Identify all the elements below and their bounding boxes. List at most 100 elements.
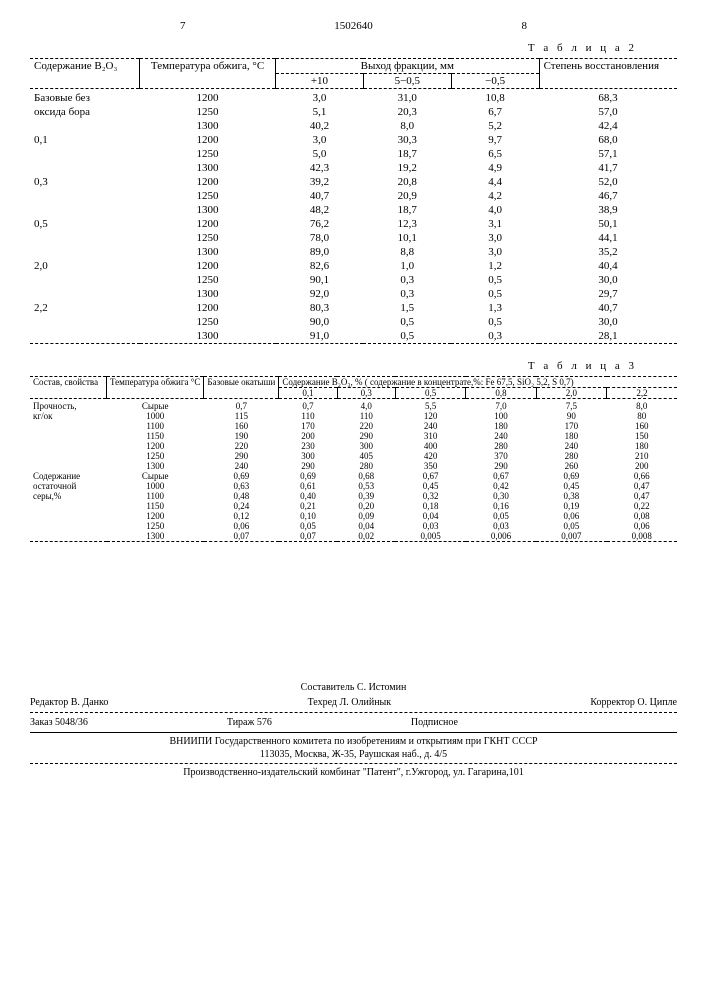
cell: 1200 [140,301,276,315]
t2-h4: Степень восстановления [539,59,677,89]
cell [30,461,107,471]
cell [30,329,140,344]
cell: 3,1 [451,217,539,231]
cell: 0,67 [466,471,536,481]
cell: 3,0 [451,245,539,259]
cell [30,431,107,441]
table2-title: Т а б л и ц а 2 [30,42,637,54]
page-left: 7 [180,20,186,32]
table-row: 125090,00,50,530,0 [30,315,677,329]
cell: 1250 [140,231,276,245]
cell: 190 [204,431,279,441]
table-row: 12000,120,100,090,040,050,060,08 [30,511,677,521]
cell: 240 [395,421,465,431]
cell: 280 [337,461,395,471]
cell: 41,7 [539,161,677,175]
cell: 0,45 [536,481,606,491]
cell: 370 [466,451,536,461]
cell: 1300 [140,329,276,344]
table-row: Прочность,Сырые0,70,74,05,57,07,58,0 [30,401,677,411]
t2-h1: Содержание В₂O₃ [30,59,140,89]
cell [30,501,107,511]
cell: 0,40 [279,491,337,501]
t2-h3b: 5−0,5 [363,74,451,89]
cell: 1,5 [363,301,451,315]
cell: 7,5 [536,401,606,411]
cell [30,315,140,329]
table-row: 0,112003,030,39,768,0 [30,133,677,147]
table3-title: Т а б л и ц а 3 [30,360,637,372]
cell: 18,7 [363,203,451,217]
cell: 30,0 [539,273,677,287]
cell: 9,7 [451,133,539,147]
cell: 10,8 [451,91,539,105]
cell: 78,0 [276,231,364,245]
t3-s5: 2,2 [607,388,677,399]
table-row: 2,0120082,61,01,240,4 [30,259,677,273]
cell: 8,0 [607,401,677,411]
cell: 0,30 [466,491,536,501]
cell: 0,5 [451,315,539,329]
cell: 19,2 [363,161,451,175]
cell: 0,32 [395,491,465,501]
org2: 113035, Москва, Ж-35, Раушская наб., д. … [30,749,677,760]
cell: 90 [536,411,606,421]
cell: 0,22 [607,501,677,511]
table-row: 12505,018,76,557,1 [30,147,677,161]
cell: 290 [466,461,536,471]
cell: 0,7 [204,401,279,411]
cell [30,273,140,287]
cell: 0,66 [607,471,677,481]
cell: 1300 [107,461,204,471]
cell: 4,4 [451,175,539,189]
cell: 44,1 [539,231,677,245]
cell: 0,68 [337,471,395,481]
cell: 240 [466,431,536,441]
cell [30,231,140,245]
table-row: 1100160170220240180170160 [30,421,677,431]
cell: 0,39 [337,491,395,501]
cell: 1200 [140,259,276,273]
t3-s1: 0,3 [337,388,395,399]
cell [30,421,107,431]
cell: 1300 [140,203,276,217]
cell: 0,18 [395,501,465,511]
cell [30,287,140,301]
cell: 1300 [107,531,204,542]
cell: 0,61 [279,481,337,491]
cell: 220 [337,421,395,431]
cell: 5,5 [395,401,465,411]
cell: 12,3 [363,217,451,231]
cell: 0,38 [536,491,606,501]
cell: 1000 [107,411,204,421]
cell: 0,02 [337,531,395,542]
cell: 18,7 [363,147,451,161]
cell: 120 [395,411,465,421]
cell: 160 [607,421,677,431]
t3-s4: 2,0 [536,388,606,399]
cell: 0,3 [363,287,451,301]
cell [30,451,107,461]
cell: 0,06 [204,521,279,531]
cell: 0,48 [204,491,279,501]
cell: 0,03 [395,521,465,531]
cell: 42,4 [539,119,677,133]
cell: 20,3 [363,105,451,119]
t2-h3top: Выход фракции, мм [276,59,540,74]
cell: 160 [204,421,279,431]
cell: 0,007 [536,531,606,542]
table-row: 125040,720,94,246,7 [30,189,677,203]
cell: 1200 [140,133,276,147]
cell: 38,9 [539,203,677,217]
cell: 1300 [140,287,276,301]
cell: 420 [395,451,465,461]
cell: 240 [204,461,279,471]
cell: 0,7 [279,401,337,411]
cell: 1250 [140,315,276,329]
cell: 0,69 [204,471,279,481]
cell: 0,3 [30,175,140,189]
cell: 0,69 [536,471,606,481]
cell: 28,1 [539,329,677,344]
cell: 80 [607,411,677,421]
editor: Редактор В. Данко [30,697,108,708]
